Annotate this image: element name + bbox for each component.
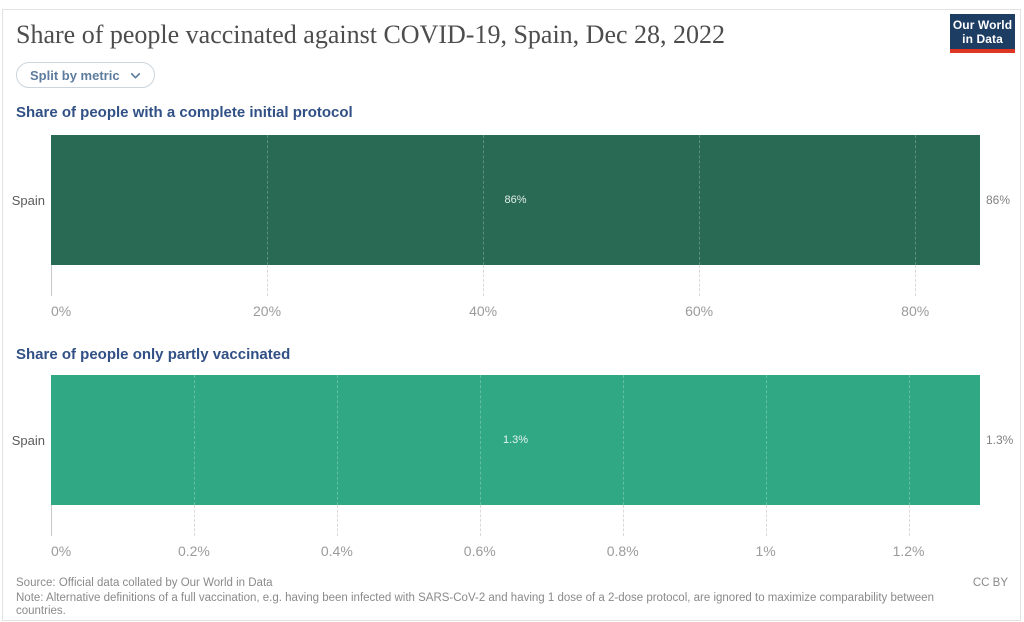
x-axis-tick-label: 60% (685, 303, 714, 319)
bar-end-value-label: 86% (986, 193, 1011, 207)
gridline-stub (336, 505, 338, 536)
axis-zero-tick (51, 265, 52, 296)
gridline-stub (915, 265, 917, 296)
x-axis-tick-label: 20% (253, 303, 282, 319)
owid-logo-line1: Our World (952, 17, 1013, 32)
x-axis-tick-label: 0% (51, 543, 72, 559)
x-axis-tick-label: 1% (755, 543, 776, 559)
entity-label-column: Spain (0, 375, 45, 505)
license-link[interactable]: CC BY (972, 577, 1008, 589)
bar-chart-partly-vaccinated: Spain 1.3% 0% 0.2% 0.4% 0.6% 0.8% 1% 1.2% 1.3% (0, 375, 1024, 565)
split-by-metric-label: Split by metric (30, 67, 120, 83)
chart-footer: Source: Official data collated by Our Wo… (16, 577, 968, 619)
x-axis-tick-label: 0.6% (463, 543, 496, 559)
axis-zero-tick (51, 505, 52, 536)
note-line: Note: Alternative definitions of a full … (16, 591, 934, 618)
entity-label: Spain (11, 432, 45, 448)
gridline-stub (908, 505, 910, 536)
x-axis-tick-label: 0.4% (320, 543, 353, 559)
x-axis-tick-label: 40% (469, 303, 498, 319)
gridline-stub (267, 265, 269, 296)
x-axis-tick-label: 0.2% (177, 543, 210, 559)
bar-inner-value-label: 1.3% (502, 434, 529, 446)
x-axis-tick-label: 1.2% (892, 543, 925, 559)
source-line: Source: Official data collated by Our Wo… (16, 577, 273, 589)
split-by-metric-button[interactable]: Split by metric (16, 62, 155, 88)
gridline-stub (479, 505, 481, 536)
x-axis-tick-label: 0.8% (606, 543, 639, 559)
facet-heading-complete-protocol: Share of people with a complete initial … (16, 104, 353, 121)
x-axis-tick-label: 80% (901, 303, 930, 319)
owid-logo-line2: in Data (962, 31, 1003, 46)
bar-inner-value-label: 86% (504, 194, 527, 206)
entity-label-column: Spain (0, 135, 45, 265)
bar-end-value-label: 1.3% (986, 433, 1014, 447)
facet-heading-partly-vaccinated: Share of people only partly vaccinated (16, 346, 291, 363)
bar-chart-complete-protocol: Spain 86% 0% 20% 40% 60% 80% 86% (0, 135, 1024, 325)
plot-area: 1.3% 0% 0.2% 0.4% 0.6% 0.8% 1% 1.2% (51, 375, 980, 559)
page-title: Share of people vaccinated against COVID… (16, 20, 726, 49)
entity-label: Spain (11, 192, 45, 208)
gridline-stub (622, 505, 624, 536)
chevron-down-icon (130, 72, 140, 78)
gridline-stub (483, 265, 485, 296)
gridline-stub (193, 505, 195, 536)
plot-area: 86% 0% 20% 40% 60% 80% (51, 135, 980, 319)
owid-logo[interactable]: Our World in Data (950, 14, 1015, 53)
data-bar[interactable]: 86% (51, 135, 980, 265)
data-bar[interactable]: 1.3% (51, 375, 980, 505)
gridline-stub (699, 265, 701, 296)
x-axis-tick-label: 0% (51, 303, 72, 319)
gridline-stub (765, 505, 767, 536)
